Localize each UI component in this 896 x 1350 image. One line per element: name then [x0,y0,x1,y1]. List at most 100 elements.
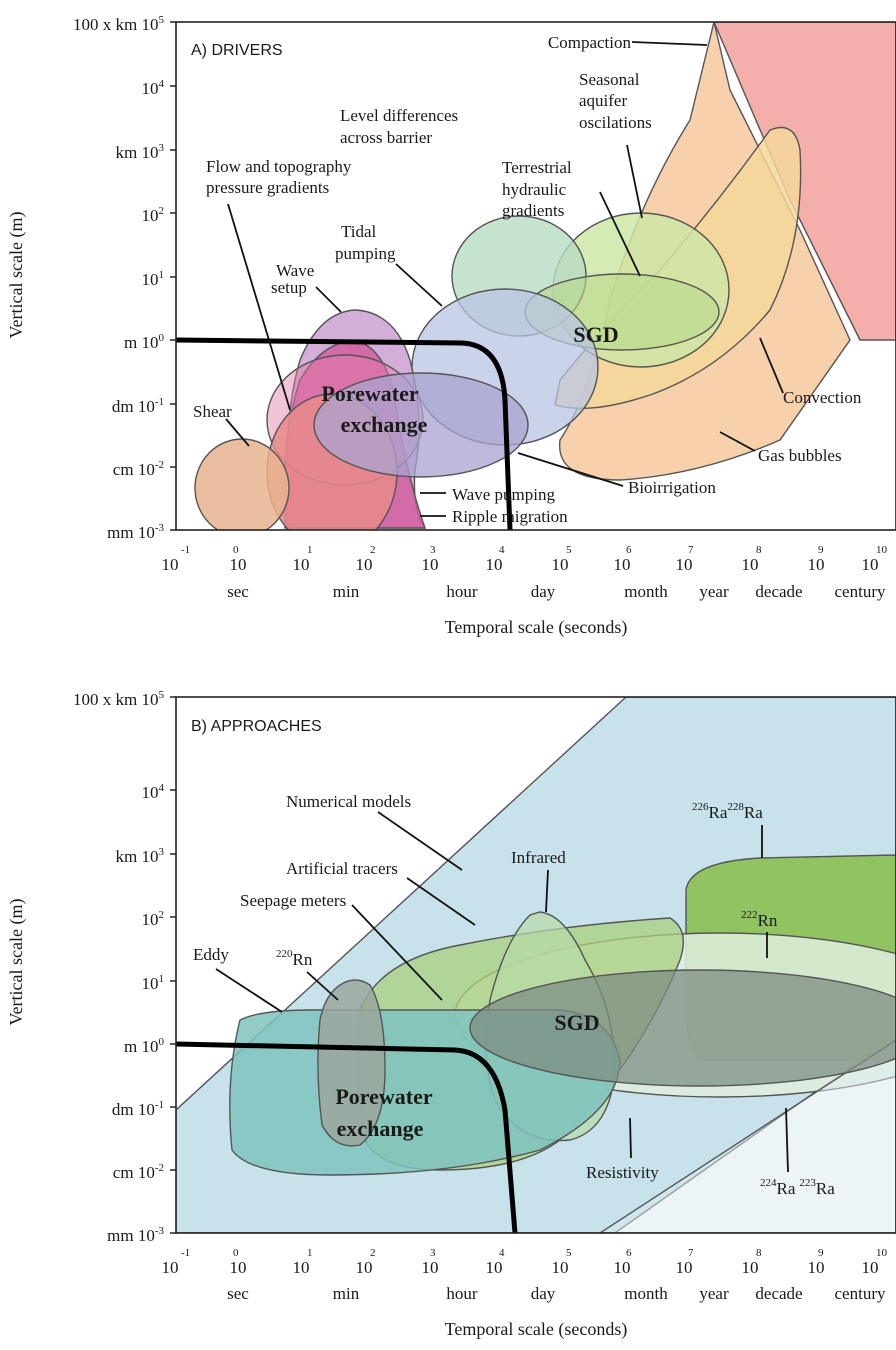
time-unit-label: decade [755,1284,802,1303]
x-tick-label: 10 [486,1258,503,1277]
label-level-differences-line: across barrier [340,128,432,147]
x-tick-exp: 5 [566,1247,572,1259]
x-tick-exp: 0 [233,544,239,556]
label-seasonal-line: oscilations [579,113,652,132]
label-shear: Shear [193,402,232,421]
y-tick-label: km 103 [116,846,165,866]
panel-b-x-axis-title: Temporal scale (seconds) [445,1319,628,1340]
panel-b-x-tick-labels: 10 -1 10 0 10 1 10 2 10 3 10 4 10 5 10 6… [162,1247,888,1277]
panel-b-frame [175,696,896,1234]
x-tick-exp: 2 [370,1247,376,1259]
y-tick-label: 100 x km 105 [73,14,164,34]
x-tick-exp: 3 [430,1247,436,1259]
x-tick-label: 10 [808,1258,825,1277]
x-tick-exp: 1 [307,544,313,556]
y-tick-label: 104 [142,78,165,98]
label-flow-topography-line: pressure gradients [206,178,329,197]
label-rn220: 220Rn [276,948,313,969]
time-unit-label: min [333,1284,360,1303]
time-unit-label: century [835,582,886,601]
panel-b-leader-lines [215,811,789,1173]
label-porewater-line: Porewater [335,1084,433,1109]
x-tick-label: 10 [422,1258,439,1277]
porewater-boundary-line [176,337,513,530]
y-tick-label: dm 10-1 [112,396,164,416]
y-tick-label: cm 10-2 [113,1162,164,1182]
x-tick-exp: -1 [181,544,190,556]
label-tidal-line: pumping [335,244,396,263]
x-tick-label: 10 [293,555,310,574]
label-ripple-migration: Ripple migration [452,507,568,526]
x-tick-label: 10 [230,555,247,574]
time-unit-label: hour [446,1284,478,1303]
x-tick-label: 10 [862,1258,879,1277]
time-unit-label: month [624,1284,668,1303]
y-tick-label: km 103 [116,142,165,162]
y-tick-label: mm 10-3 [107,522,164,542]
panel-a-y-tick-labels: 100 x km 105 104 km 103 102 101 m 100 dm… [73,14,164,542]
label-seasonal-aquifer: Seasonal aquifer oscilations [579,70,652,132]
panel-a-frame [175,21,896,531]
label-ra226-ra228: 226Ra228Ra [692,801,763,822]
y-tick-label: dm 10-1 [112,1099,164,1119]
x-tick-exp: 10 [876,1247,888,1259]
label-porewater-line: exchange [337,1116,424,1141]
x-tick-label: 10 [808,555,825,574]
label-wave-setup-line: Wave [276,261,314,280]
x-tick-exp: 9 [818,1247,824,1259]
panel-a-leader-lines [225,41,784,517]
panel-a-x-axis-title: Temporal scale (seconds) [445,617,628,638]
label-eddy: Eddy [193,945,229,964]
y-tick-label: 101 [142,973,165,993]
time-unit-label: year [699,1284,729,1303]
time-unit-label: day [531,582,556,601]
bioirrigation-region [313,372,529,478]
panel-a-y-axis-title: Vertical scale (m) [6,212,27,339]
x-tick-label: 10 [422,555,439,574]
y-tick-label: m 100 [124,1036,164,1056]
panel-a-y-ticks [170,21,176,531]
x-tick-exp: 6 [626,544,632,556]
label-porewater-line: Porewater [321,381,419,406]
label-seasonal-line: aquifer [579,91,627,110]
label-seasonal-line: Seasonal [579,70,640,89]
panel-b-y-tick-labels: 100 x km 105 104 km 103 102 101 m 100 dm… [73,689,164,1245]
rn220-region [317,979,386,1147]
time-unit-label: decade [755,582,802,601]
y-tick-label: 104 [142,782,165,802]
label-gas-bubbles: Gas bubbles [758,446,842,465]
panel-b: B) APPROACHES Vertical scale (m) Tempora… [6,689,896,1340]
x-tick-label: 10 [552,555,569,574]
x-tick-exp: 8 [756,544,762,556]
x-tick-exp: 4 [499,1247,505,1259]
x-tick-label: 10 [356,1258,373,1277]
panel-a-title: A) DRIVERS [191,42,283,59]
x-tick-label: 10 [742,1258,759,1277]
label-infrared: Infrared [511,848,566,867]
x-tick-label: 10 [162,1258,179,1277]
y-tick-label: 102 [142,909,165,929]
x-tick-exp: 10 [876,544,888,556]
x-tick-label: 10 [676,555,693,574]
panel-b-y-ticks [170,696,176,1234]
label-seepage-meters: Seepage meters [240,891,346,910]
x-tick-label: 10 [162,555,179,574]
x-tick-label: 10 [614,1258,631,1277]
x-tick-exp: 6 [626,1247,632,1259]
y-tick-label: mm 10-3 [107,1225,164,1245]
label-ra224-ra223: 224Ra 223Ra [760,1177,835,1198]
x-tick-label: 10 [862,555,879,574]
label-artificial-tracers: Artificial tracers [286,859,398,878]
x-tick-exp: 2 [370,544,376,556]
label-tidal-line: Tidal [341,222,377,241]
panel-a-time-units: sec min hour day month year decade centu… [227,582,886,601]
x-tick-label: 10 [230,1258,247,1277]
panel-b-y-axis-title: Vertical scale (m) [6,899,27,1026]
panel-a-shapes [176,22,896,530]
x-tick-exp: 7 [688,1247,694,1259]
label-porewater-line: exchange [341,412,428,437]
panel-a-x-tick-labels: 10 -1 10 0 10 1 10 2 10 3 10 4 10 5 10 6… [162,544,888,574]
label-rn222: 222Rn [741,909,778,930]
x-tick-exp: 7 [688,544,694,556]
